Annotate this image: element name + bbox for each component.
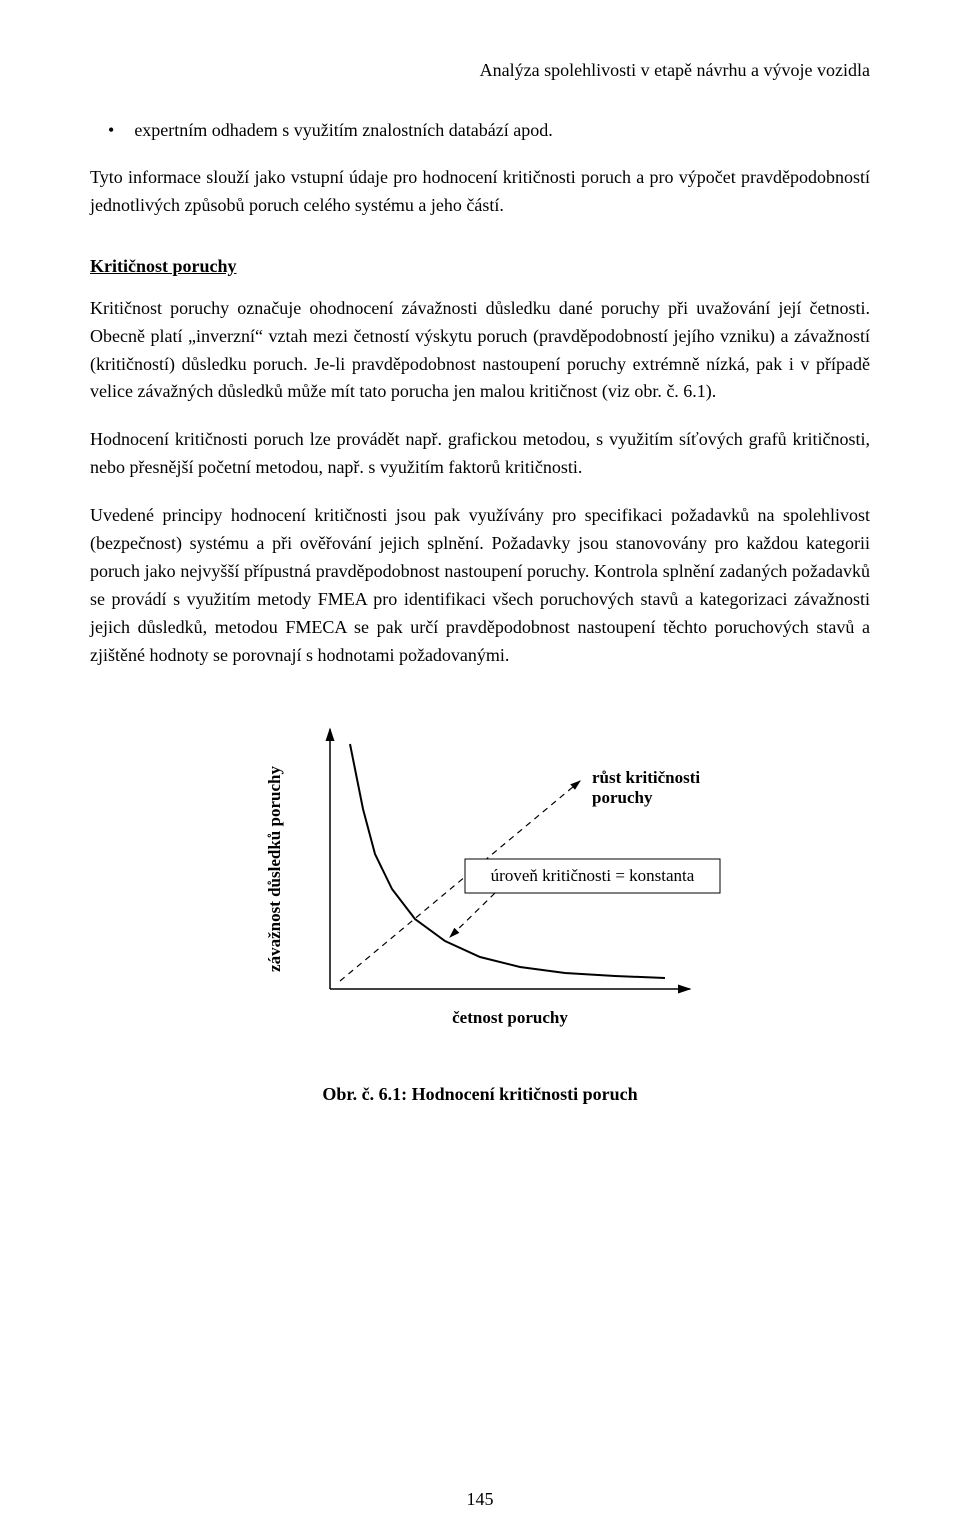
section-title: Kritičnost poruchy: [90, 256, 870, 277]
bullet-text: expertním odhadem s využitím znalostních…: [134, 117, 552, 144]
svg-text:závažnost důsledků poruchy: závažnost důsledků poruchy: [265, 766, 284, 972]
svg-text:růst kritičnosti: růst kritičnosti: [592, 768, 700, 787]
figure-caption: Obr. č. 6.1: Hodnocení kritičnosti poruc…: [90, 1084, 870, 1105]
bullet-item: • expertním odhadem s využitím znalostní…: [108, 117, 870, 144]
paragraph-2: Kritičnost poruchy označuje ohodnocení z…: [90, 295, 870, 407]
criticality-diagram: úroveň kritičnosti = konstanta růst kriti…: [220, 709, 740, 1049]
svg-text:četnost poruchy: četnost poruchy: [452, 1008, 568, 1027]
svg-text:úroveň kritičnosti = konstanta: úroveň kritičnosti = konstanta: [491, 866, 695, 885]
paragraph-1: Tyto informace slouží jako vstupní údaje…: [90, 164, 870, 220]
svg-text:poruchy: poruchy: [592, 788, 653, 807]
paragraph-4: Uvedené principy hodnocení kritičnosti j…: [90, 502, 870, 669]
bullet-icon: •: [108, 117, 114, 144]
page-number: 145: [0, 1489, 960, 1510]
page: Analýza spolehlivosti v etapě návrhu a v…: [0, 0, 960, 1540]
figure: úroveň kritičnosti = konstanta růst kriti…: [220, 709, 740, 1054]
paragraph-3: Hodnocení kritičnosti poruch lze provádě…: [90, 426, 870, 482]
page-header: Analýza spolehlivosti v etapě návrhu a v…: [90, 60, 870, 81]
